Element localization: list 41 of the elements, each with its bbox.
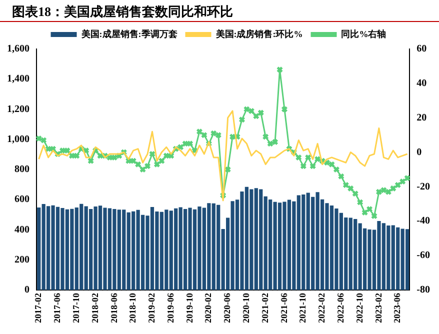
y2-tick-label: -40 <box>416 216 430 227</box>
chart-title: 图表18：美国成屋销售套数同比和环比 <box>0 0 439 22</box>
x-tick-label: 2022-10 <box>354 292 364 324</box>
x-tick-label: 2019-02 <box>146 292 157 324</box>
x-tick-label: 2017-10 <box>70 292 81 324</box>
y-tick-label: 1,400 <box>7 74 30 85</box>
x-tick-label: 2020-10 <box>241 292 252 324</box>
y-tick-label: 400 <box>14 224 30 236</box>
legend-label: 美国:成房销售:环比% <box>214 28 303 39</box>
x-tick-label: 2019-06 <box>165 292 176 324</box>
y-tick-label: 600 <box>14 194 30 206</box>
y-tick-label: 800 <box>14 164 30 176</box>
y2-tick-label: 60 <box>416 44 427 55</box>
y2-tick-label: 20 <box>416 112 427 124</box>
y2-tick-label: 40 <box>416 78 427 90</box>
x-tick-label: 2020-06 <box>222 292 232 324</box>
x-tick-label: 2018-10 <box>128 292 138 324</box>
y-tick-label: 1,600 <box>7 44 30 55</box>
x-tick-label: 2023-02 <box>373 292 384 324</box>
x-tick-label: 2022-02 <box>316 292 327 324</box>
legend-label: 同比%右轴 <box>341 28 386 39</box>
x-tick-label: 2022-06 <box>336 292 346 324</box>
x-tick-label: 2020-02 <box>203 292 214 324</box>
x-tick-label: 2018-06 <box>108 292 119 324</box>
x-tick-label: 2021-02 <box>260 292 270 324</box>
x-tick-label: 2017-02 <box>33 292 44 324</box>
y2-tick-label: 0 <box>416 146 422 158</box>
y2-tick-label: -60 <box>416 250 430 262</box>
x-tick-label: 2018-02 <box>90 292 100 324</box>
x-tick-label: 2021-06 <box>278 292 289 324</box>
y-tick-label: 0 <box>24 284 30 296</box>
y-tick-label: 200 <box>14 254 30 266</box>
x-tick-label: 2023-06 <box>392 292 402 324</box>
y2-tick-label: -80 <box>416 284 430 296</box>
x-tick-label: 2021-10 <box>298 292 308 324</box>
y2-tick-label: -20 <box>416 181 430 192</box>
y-tick-label: 1,200 <box>7 104 30 115</box>
y-tick-label: 1,000 <box>7 134 30 145</box>
x-tick-label: 2017-06 <box>52 292 62 324</box>
x-tick-label: 2019-10 <box>184 292 194 324</box>
legend-label: 美国:成屋销售:季调万套 <box>80 28 178 39</box>
